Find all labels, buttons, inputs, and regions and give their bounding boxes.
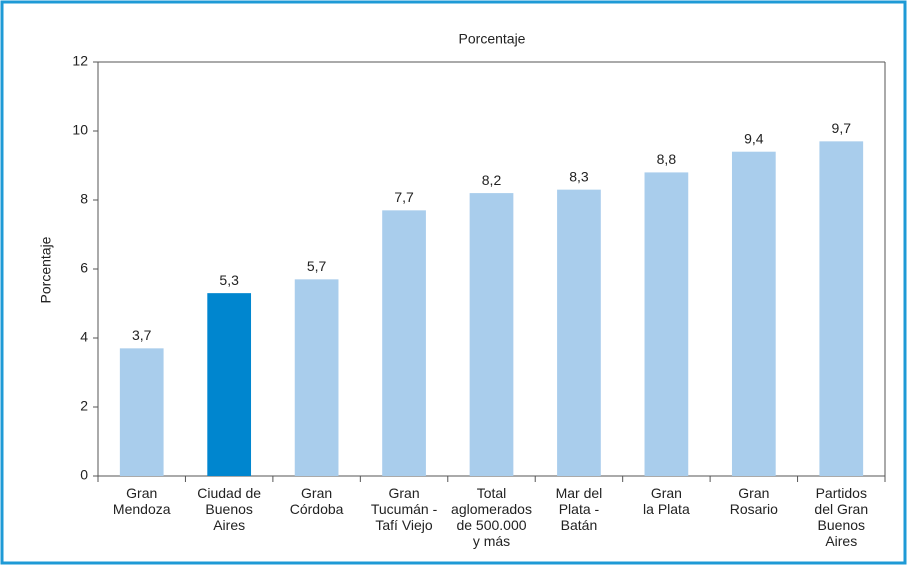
data-label: 8,2 bbox=[482, 172, 502, 188]
data-label: 3,7 bbox=[132, 327, 152, 343]
bar bbox=[469, 193, 514, 476]
bar bbox=[557, 189, 601, 476]
x-tick-label-line: aglomerados bbox=[451, 501, 532, 517]
x-tick-label-line: y más bbox=[473, 533, 510, 549]
x-tick-label-line: Gran bbox=[651, 485, 682, 501]
y-tick-label: 12 bbox=[72, 53, 88, 69]
data-label: 9,4 bbox=[744, 130, 764, 146]
x-tick-label-line: Córdoba bbox=[290, 501, 344, 517]
y-tick-label: 0 bbox=[80, 467, 88, 483]
x-tick-label-line: Buenos bbox=[818, 517, 865, 533]
y-axis-label: Porcentaje bbox=[38, 236, 54, 303]
bar bbox=[119, 348, 164, 476]
x-tick-label-line: Aires bbox=[825, 533, 857, 549]
x-tick-label: Ciudad de Buenos Aires bbox=[197, 485, 261, 533]
x-tick-label-line: Aires bbox=[213, 517, 245, 533]
x-tick-label-line: Plata - bbox=[559, 501, 600, 517]
x-tick-label-line: Rosario bbox=[730, 501, 778, 517]
x-tick-label-line: Gran bbox=[126, 485, 157, 501]
x-tick-label-line: Gran bbox=[388, 485, 419, 501]
x-tick-label-line: la Plata bbox=[643, 501, 690, 517]
x-tick-label-line: Total bbox=[477, 485, 507, 501]
data-label: 7,7 bbox=[394, 189, 414, 205]
x-tick-label-line: del Gran bbox=[814, 501, 868, 517]
bar bbox=[731, 151, 776, 476]
x-tick-label-line: Batán bbox=[561, 517, 598, 533]
chart-title: Porcentaje bbox=[459, 31, 526, 47]
data-label: 8,8 bbox=[657, 151, 677, 167]
x-tick-label-line: Gran bbox=[301, 485, 332, 501]
x-tick-label: Gran Rosario bbox=[730, 485, 778, 517]
x-tick-label-line: Ciudad de bbox=[197, 485, 261, 501]
x-tick-label-line: de 500.000 bbox=[456, 517, 526, 533]
x-tick-label: Gran Tucumán -Tafí Viejo bbox=[371, 485, 438, 533]
y-tick-label: 10 bbox=[72, 122, 88, 138]
x-tick-label: Gran Córdoba bbox=[290, 485, 344, 517]
x-tick-label: Total aglomerados de 500.000 y más bbox=[451, 485, 532, 549]
x-tick-label: Gran la Plata bbox=[643, 485, 690, 517]
y-tick-label: 4 bbox=[80, 329, 88, 345]
y-tick-label: 2 bbox=[80, 398, 88, 414]
bar bbox=[207, 293, 252, 476]
bar bbox=[644, 172, 689, 476]
x-tick-label-line: Mar del bbox=[556, 485, 603, 501]
x-tick-label: Partidos del Gran Buenos Aires bbox=[814, 485, 868, 549]
y-tick-label: 6 bbox=[80, 260, 88, 276]
x-tick-label-line: Gran bbox=[738, 485, 769, 501]
x-tick-label: Gran Mendoza bbox=[113, 485, 171, 517]
data-label: 9,7 bbox=[832, 120, 852, 136]
bar bbox=[294, 279, 339, 476]
data-label: 8,3 bbox=[569, 168, 589, 184]
data-label: 5,7 bbox=[307, 258, 327, 274]
x-tick-label-line: Mendoza bbox=[113, 501, 171, 517]
x-tick-label: Mar del Plata -Batán bbox=[556, 485, 603, 533]
bar bbox=[819, 141, 864, 476]
y-tick-label: 8 bbox=[80, 191, 88, 207]
x-tick-label-line: Buenos bbox=[205, 501, 252, 517]
data-label: 5,3 bbox=[219, 272, 239, 288]
x-tick-label-line: Partidos bbox=[816, 485, 867, 501]
x-tick-label-line: Tafí Viejo bbox=[375, 517, 433, 533]
bar bbox=[382, 210, 426, 476]
x-tick-label-line: Tucumán - bbox=[371, 501, 438, 517]
